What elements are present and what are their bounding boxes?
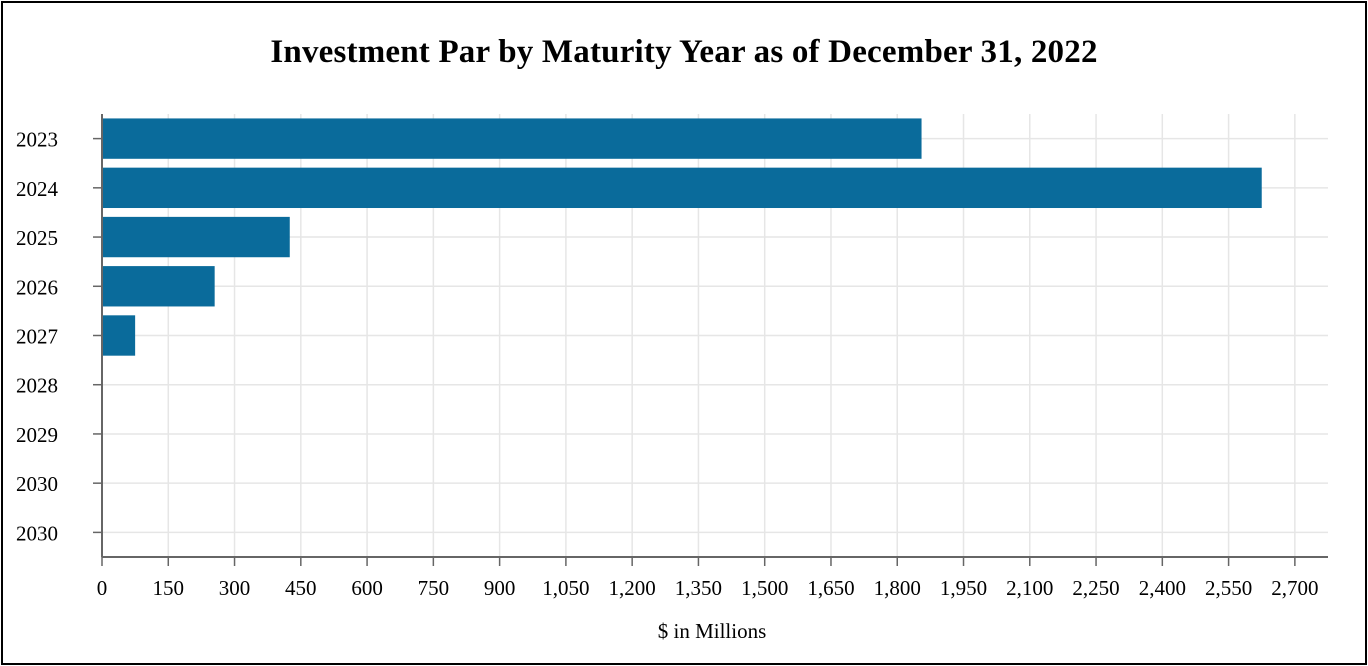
y-tick-label: 2026 bbox=[16, 275, 58, 299]
x-tick-label: 1,950 bbox=[940, 576, 987, 600]
y-tick-label: 2023 bbox=[16, 128, 58, 152]
bar-2023 bbox=[102, 118, 922, 159]
y-tick-label: 2030 bbox=[16, 521, 58, 545]
x-tick-label: 2,550 bbox=[1205, 576, 1252, 600]
x-tick-label: 0 bbox=[97, 576, 108, 600]
x-tick-labels: 0 150 300 450 600 750 900 1,050 1,200 1,350 1,500 1… bbox=[97, 576, 1319, 600]
x-tick-label: 1,200 bbox=[609, 576, 656, 600]
chart-title: Investment Par by Maturity Year as of De… bbox=[270, 34, 1098, 70]
x-tick-label: 1,050 bbox=[542, 576, 589, 600]
bar-2025 bbox=[102, 216, 290, 258]
bar-2027 bbox=[102, 315, 136, 356]
x-tick-label: 300 bbox=[219, 576, 251, 600]
y-tick-label: 2025 bbox=[16, 226, 58, 250]
bar-2024 bbox=[102, 167, 1262, 209]
y-tick-label: 2030 bbox=[16, 472, 58, 496]
y-tick-label: 2029 bbox=[16, 423, 58, 447]
x-axis-title: $ in Millions bbox=[658, 619, 767, 643]
x-tick-label: 1,650 bbox=[807, 576, 854, 600]
x-tick-label: 600 bbox=[351, 576, 383, 600]
y-tick-labels: 2023 2024 2025 2026 2027 2028 2029 2030 2030 bbox=[16, 128, 59, 546]
x-tick-label: 2,700 bbox=[1271, 576, 1318, 600]
x-tick-label: 1,350 bbox=[675, 576, 722, 600]
x-tick-label: 1,500 bbox=[741, 576, 788, 600]
bars bbox=[102, 118, 1262, 356]
x-tick-label: 2,100 bbox=[1006, 576, 1053, 600]
x-tick-label: 900 bbox=[484, 576, 516, 600]
y-tick-label: 2024 bbox=[16, 177, 59, 201]
x-tick-label: 150 bbox=[153, 576, 185, 600]
bar-2026 bbox=[102, 266, 215, 307]
x-tick-label: 750 bbox=[418, 576, 450, 600]
y-tick-label: 2028 bbox=[16, 374, 58, 398]
x-tick-label: 2,250 bbox=[1072, 576, 1119, 600]
y-tick-label: 2027 bbox=[16, 325, 58, 349]
x-tick-label: 2,400 bbox=[1139, 576, 1186, 600]
axes bbox=[93, 114, 1328, 566]
x-tick-label: 1,800 bbox=[874, 576, 921, 600]
x-tick-label: 450 bbox=[285, 576, 317, 600]
